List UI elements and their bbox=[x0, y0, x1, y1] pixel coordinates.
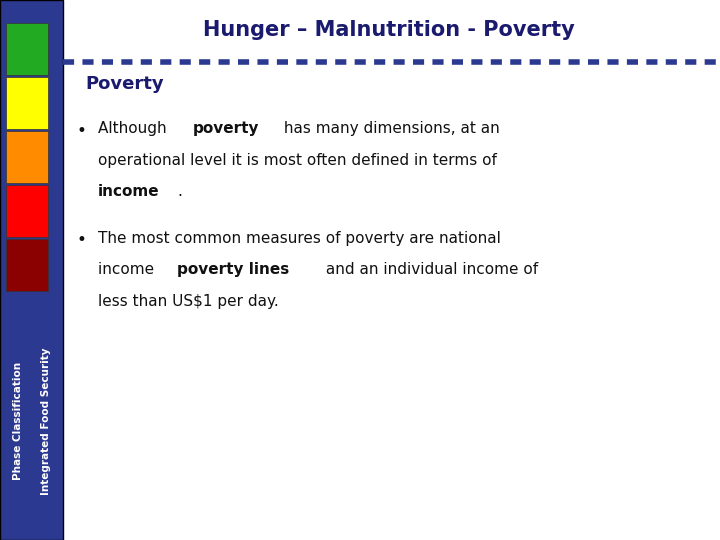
FancyBboxPatch shape bbox=[6, 131, 48, 183]
Text: operational level it is most often defined in terms of: operational level it is most often defin… bbox=[98, 153, 497, 168]
Text: poverty lines: poverty lines bbox=[176, 262, 289, 278]
Text: income: income bbox=[98, 262, 159, 278]
Text: Poverty: Poverty bbox=[85, 75, 163, 93]
Text: has many dimensions, at an: has many dimensions, at an bbox=[279, 122, 499, 137]
Text: .: . bbox=[177, 184, 182, 199]
Text: Although: Although bbox=[98, 122, 171, 137]
Text: •: • bbox=[76, 231, 86, 249]
Text: and an individual income of: and an individual income of bbox=[321, 262, 539, 278]
FancyBboxPatch shape bbox=[6, 185, 48, 237]
Text: The most common measures of poverty are national: The most common measures of poverty are … bbox=[98, 231, 501, 246]
Text: less than US$1 per day.: less than US$1 per day. bbox=[98, 294, 279, 309]
Text: income: income bbox=[98, 184, 160, 199]
Text: •: • bbox=[76, 122, 86, 139]
FancyBboxPatch shape bbox=[6, 239, 48, 291]
FancyBboxPatch shape bbox=[0, 0, 63, 540]
Text: Integrated Food Security: Integrated Food Security bbox=[40, 347, 50, 495]
FancyBboxPatch shape bbox=[6, 77, 48, 129]
FancyBboxPatch shape bbox=[6, 23, 48, 75]
Text: Phase Classification: Phase Classification bbox=[13, 362, 23, 480]
Text: Hunger – Malnutrition - Poverty: Hunger – Malnutrition - Poverty bbox=[203, 19, 575, 40]
Text: poverty: poverty bbox=[193, 122, 259, 137]
